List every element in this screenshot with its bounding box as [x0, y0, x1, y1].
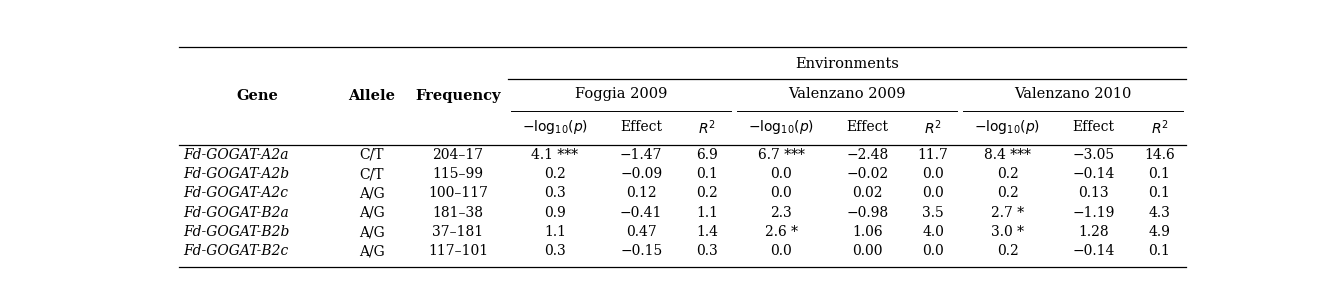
- Text: 0.13: 0.13: [1079, 186, 1110, 200]
- Text: −0.02: −0.02: [846, 167, 888, 181]
- Text: 0.3: 0.3: [543, 186, 566, 200]
- Text: Effect: Effect: [621, 121, 662, 134]
- Text: 181–38: 181–38: [433, 206, 484, 220]
- Text: 6.7 ***: 6.7 ***: [758, 148, 805, 162]
- Text: −1.19: −1.19: [1072, 206, 1115, 220]
- Text: A/G: A/G: [358, 225, 385, 239]
- Text: 2.3: 2.3: [770, 206, 793, 220]
- Text: −3.05: −3.05: [1072, 148, 1115, 162]
- Text: 37–181: 37–181: [433, 225, 484, 239]
- Text: 0.47: 0.47: [626, 225, 657, 239]
- Text: Gene: Gene: [236, 89, 278, 103]
- Text: $-\mathrm{log}_{10}(p)$: $-\mathrm{log}_{10}(p)$: [749, 118, 814, 136]
- Text: −0.98: −0.98: [846, 206, 888, 220]
- Text: 3.5: 3.5: [922, 206, 944, 220]
- Text: −0.15: −0.15: [619, 244, 662, 258]
- Text: 4.3: 4.3: [1148, 206, 1171, 220]
- Text: 0.9: 0.9: [543, 206, 566, 220]
- Text: 204–17: 204–17: [433, 148, 484, 162]
- Text: 0.0: 0.0: [922, 244, 944, 258]
- Text: 0.1: 0.1: [1148, 244, 1171, 258]
- Text: 8.4 ***: 8.4 ***: [984, 148, 1031, 162]
- Text: 115–99: 115–99: [433, 167, 484, 181]
- Text: 0.0: 0.0: [922, 186, 944, 200]
- Text: 117–101: 117–101: [428, 244, 488, 258]
- Text: 0.02: 0.02: [852, 186, 883, 200]
- Text: A/G: A/G: [358, 206, 385, 220]
- Text: 0.1: 0.1: [1148, 186, 1171, 200]
- Text: 0.1: 0.1: [1148, 167, 1171, 181]
- Text: 1.1: 1.1: [543, 225, 566, 239]
- Text: Allele: Allele: [348, 89, 396, 103]
- Text: −0.14: −0.14: [1072, 167, 1115, 181]
- Text: C/T: C/T: [360, 167, 384, 181]
- Text: 0.0: 0.0: [770, 167, 793, 181]
- Text: $R^{2}$: $R^{2}$: [698, 118, 715, 137]
- Text: 0.1: 0.1: [695, 167, 718, 181]
- Text: Fd-GOGAT-B2a: Fd-GOGAT-B2a: [182, 206, 289, 220]
- Text: Foggia 2009: Foggia 2009: [574, 88, 667, 102]
- Text: 0.00: 0.00: [852, 244, 883, 258]
- Text: $R^{2}$: $R^{2}$: [924, 118, 942, 137]
- Text: $-\mathrm{log}_{10}(p)$: $-\mathrm{log}_{10}(p)$: [522, 118, 587, 136]
- Text: 4.1 ***: 4.1 ***: [531, 148, 578, 162]
- Text: −1.47: −1.47: [619, 148, 662, 162]
- Text: Fd-GOGAT-B2c: Fd-GOGAT-B2c: [182, 244, 288, 258]
- Text: $R^{2}$: $R^{2}$: [1151, 118, 1168, 137]
- Text: −0.14: −0.14: [1072, 244, 1115, 258]
- Text: Valenzano 2009: Valenzano 2009: [789, 88, 906, 102]
- Text: $-\mathrm{log}_{10}(p)$: $-\mathrm{log}_{10}(p)$: [975, 118, 1040, 136]
- Text: 0.2: 0.2: [996, 186, 1019, 200]
- Text: 4.0: 4.0: [922, 225, 944, 239]
- Text: 0.3: 0.3: [543, 244, 566, 258]
- Text: 2.6 *: 2.6 *: [765, 225, 798, 239]
- Text: Fd-GOGAT-B2b: Fd-GOGAT-B2b: [182, 225, 289, 239]
- Text: 0.0: 0.0: [770, 244, 793, 258]
- Text: 11.7: 11.7: [918, 148, 948, 162]
- Text: 3.0 *: 3.0 *: [991, 225, 1024, 239]
- Text: Environments: Environments: [795, 57, 899, 71]
- Text: 4.9: 4.9: [1148, 225, 1171, 239]
- Text: 1.06: 1.06: [852, 225, 883, 239]
- Text: 0.0: 0.0: [770, 186, 793, 200]
- Text: Valenzano 2010: Valenzano 2010: [1015, 88, 1132, 102]
- Text: Fd-GOGAT-A2a: Fd-GOGAT-A2a: [182, 148, 289, 162]
- Text: −0.09: −0.09: [621, 167, 662, 181]
- Text: A/G: A/G: [358, 244, 385, 258]
- Text: 14.6: 14.6: [1144, 148, 1175, 162]
- Text: A/G: A/G: [358, 186, 385, 200]
- Text: 0.2: 0.2: [697, 186, 718, 200]
- Text: 100–117: 100–117: [428, 186, 488, 200]
- Text: 1.1: 1.1: [695, 206, 718, 220]
- Text: 0.3: 0.3: [697, 244, 718, 258]
- Text: Frequency: Frequency: [416, 89, 501, 103]
- Text: −0.41: −0.41: [619, 206, 662, 220]
- Text: Effect: Effect: [846, 121, 888, 134]
- Text: 0.2: 0.2: [996, 167, 1019, 181]
- Text: 0.0: 0.0: [922, 167, 944, 181]
- Text: Effect: Effect: [1072, 121, 1115, 134]
- Text: 0.2: 0.2: [543, 167, 566, 181]
- Text: 1.4: 1.4: [695, 225, 718, 239]
- Text: 6.9: 6.9: [697, 148, 718, 162]
- Text: 0.2: 0.2: [996, 244, 1019, 258]
- Text: Fd-GOGAT-A2b: Fd-GOGAT-A2b: [182, 167, 289, 181]
- Text: 2.7 *: 2.7 *: [991, 206, 1024, 220]
- Text: Fd-GOGAT-A2c: Fd-GOGAT-A2c: [182, 186, 288, 200]
- Text: C/T: C/T: [360, 148, 384, 162]
- Text: −2.48: −2.48: [846, 148, 888, 162]
- Text: 0.12: 0.12: [626, 186, 657, 200]
- Text: 1.28: 1.28: [1079, 225, 1110, 239]
